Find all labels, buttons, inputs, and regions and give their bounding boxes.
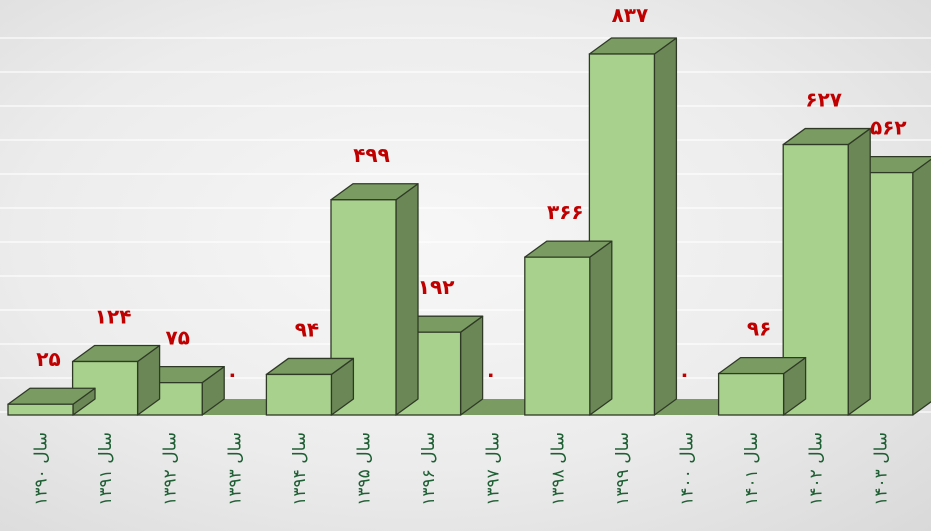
- category-label: سال ۱۳۹۶: [419, 432, 439, 506]
- bar: [7, 387, 96, 416]
- bar-side-face: [847, 127, 871, 416]
- category-label: سال ۱۳۹۹: [613, 432, 633, 506]
- category-label: سال ۱۴۰۱: [742, 432, 762, 506]
- bar: [588, 37, 678, 416]
- bar-side-face: [395, 183, 419, 416]
- category-label: سال ۱۳۹۰: [32, 432, 52, 506]
- bar-front-face: [7, 403, 74, 416]
- category-label: سال ۱۳۹۸: [548, 432, 568, 506]
- bar-side-face: [589, 240, 613, 416]
- value-label: ۸۳۷: [612, 3, 649, 27]
- bar-side-face: [912, 158, 931, 416]
- value-label: ۱۲۴: [95, 305, 132, 329]
- bar: [524, 240, 613, 416]
- category-label: سال ۱۴۰۳: [871, 432, 891, 506]
- category-label: سال ۱۳۹۵: [355, 432, 375, 506]
- value-label: ۵۶۲: [870, 116, 907, 140]
- value-label: ۴۹۹: [353, 143, 390, 167]
- category-label: سال ۱۴۰۰: [678, 432, 698, 506]
- value-label: ۰: [226, 362, 238, 386]
- value-label: ۹۴: [295, 317, 319, 341]
- category-label: سال ۱۳۹۴: [290, 432, 310, 506]
- bar-side-face: [459, 315, 484, 416]
- category-labels: سال ۱۳۹۰ سال ۱۳۹۱ سال ۱۳۹۲ سال ۱۳۹۳ سال ۱۳۹۴…: [32, 432, 892, 506]
- category-label: سال ۱۳۹۲: [161, 432, 181, 506]
- value-label: ۱۹۲: [418, 275, 455, 299]
- bar: [717, 356, 807, 416]
- bars: [7, 37, 931, 416]
- bar: [265, 357, 355, 416]
- bar-side-face: [653, 37, 678, 416]
- value-label: ۲۵: [36, 347, 60, 371]
- value-label: ۰: [485, 362, 497, 386]
- category-label: سال ۱۳۹۳: [225, 432, 245, 506]
- value-label: ۹۶: [747, 317, 771, 341]
- value-label: ۶۲۷: [805, 88, 842, 112]
- bar-front-face: [265, 373, 333, 416]
- value-label: ۰: [678, 362, 690, 386]
- category-label: سال ۱۴۰۲: [807, 432, 827, 506]
- bar-front-face: [524, 256, 591, 416]
- bar-front-face: [717, 372, 785, 416]
- value-label: ۳۶۶: [547, 200, 584, 224]
- category-label: سال ۱۳۹۱: [96, 432, 116, 506]
- bar-front-face: [136, 382, 203, 416]
- bar: [330, 183, 419, 416]
- value-label: ۷۵: [165, 326, 189, 350]
- category-label: سال ۱۳۹۷: [484, 432, 504, 506]
- value-labels: ۲۵ ۱۲۴ ۷۵ ۰ ۹۴ ۴۹۹ ۱۹۲ ۰ ۳۶۶ ۸۳۷ ۰ ۹۶ ۶۲۷ ۵۶۲: [36, 3, 906, 386]
